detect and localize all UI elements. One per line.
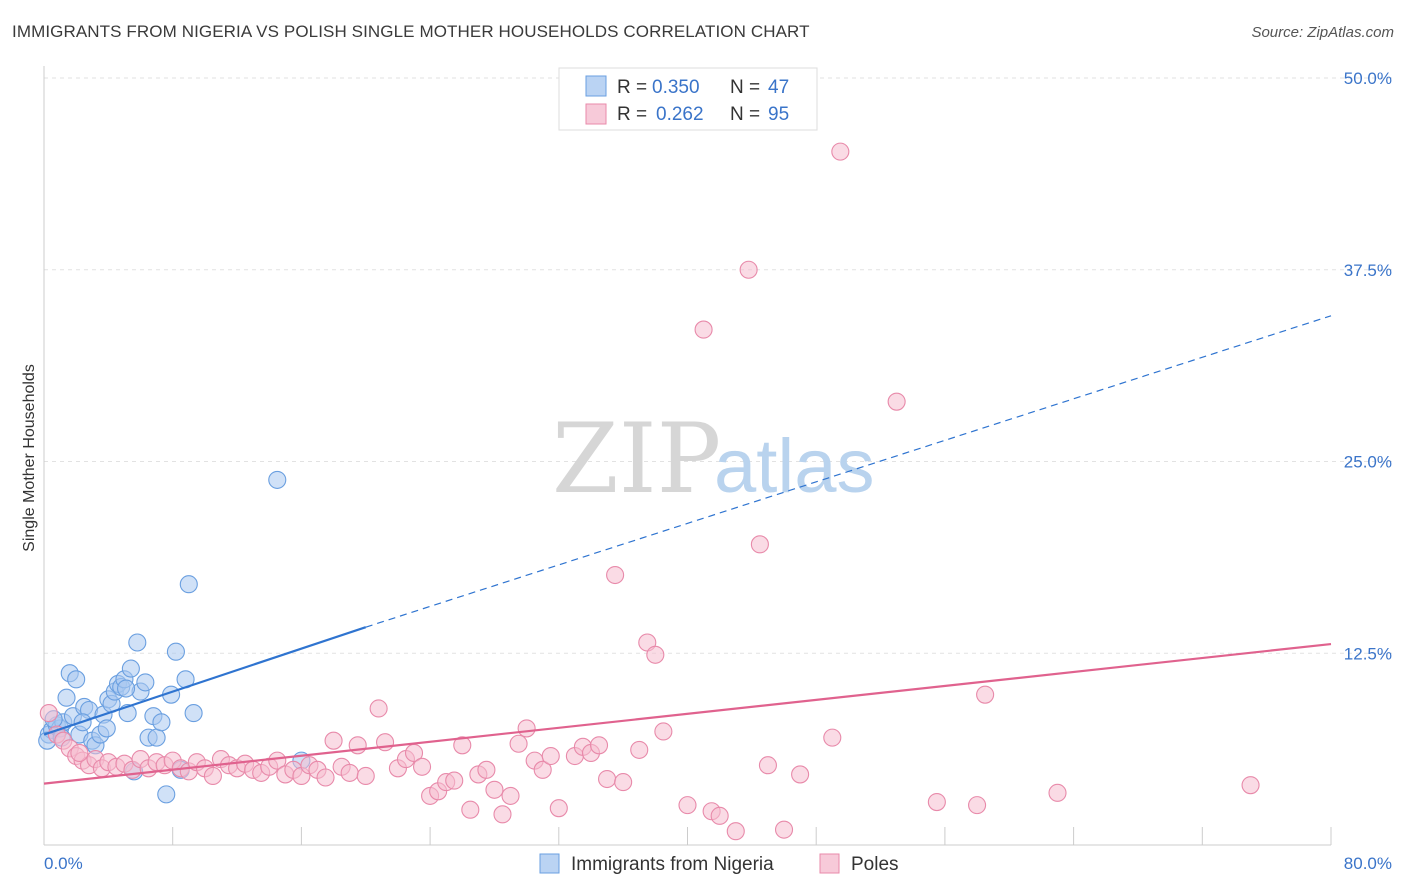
poles-trend-line — [43, 642, 1332, 785]
legend-r-label-1: R = — [617, 104, 647, 125]
poles-point-58 — [501, 786, 520, 805]
poles-point-60 — [517, 719, 536, 738]
bottom-legend-swatch-poles — [819, 853, 840, 874]
nigeria-point-27 — [136, 673, 155, 692]
poles-point-76 — [678, 796, 697, 815]
stats-legend: R = 0.350 N = 47 R = 0.262 N = 95 — [558, 67, 818, 131]
poles-point-80 — [726, 822, 745, 841]
poles-point-81 — [739, 260, 758, 279]
nigeria-point-37 — [179, 575, 198, 594]
nigeria-point-45 — [97, 719, 116, 738]
legend-n-value-0: 47 — [768, 77, 789, 98]
poles-point-72 — [630, 740, 649, 759]
legend-r-label-0: R = — [617, 77, 647, 98]
tick-labels: 12.5% 25.0% 37.5% 50.0% 0.0% 80.0% — [44, 69, 1392, 873]
poles-point-93 — [1241, 776, 1260, 795]
legend-r-value-0: 0.350 — [652, 77, 700, 98]
legend-swatch-poles — [585, 103, 607, 125]
poles-point-0 — [39, 704, 58, 723]
poles-point-84 — [774, 820, 794, 839]
nigeria-point-46 — [116, 679, 136, 698]
poles-point-52 — [453, 736, 472, 755]
trend-lines — [43, 315, 1332, 785]
x-tick-label-max: 80.0% — [1344, 854, 1392, 873]
poles-point-74 — [646, 645, 665, 664]
bottom-legend-swatch-nigeria — [539, 853, 560, 874]
poles-point-94 — [70, 743, 89, 763]
chart-title: IMMIGRANTS FROM NIGERIA VS POLISH SINGLE… — [12, 22, 810, 41]
legend-swatch-nigeria — [585, 75, 607, 97]
bottom-legend-label-nigeria: Immigrants from Nigeria — [571, 854, 774, 875]
nigeria-point-5 — [57, 688, 76, 707]
nigeria-point-30 — [147, 728, 166, 747]
poles-point-47 — [413, 757, 432, 776]
poles-point-90 — [968, 796, 987, 815]
poles-point-88 — [887, 392, 906, 411]
y-tick-label-0: 12.5% — [1344, 644, 1392, 663]
nigeria-point-39 — [268, 470, 287, 489]
poles-point-85 — [791, 765, 810, 784]
poles-point-36 — [316, 768, 335, 787]
nigeria-point-34 — [166, 642, 185, 661]
poles-point-41 — [356, 766, 375, 786]
poles-point-82 — [750, 535, 769, 554]
poles-point-62 — [533, 760, 552, 779]
poles-point-79 — [710, 806, 729, 825]
watermark-atlas: atlas — [714, 424, 875, 509]
nigeria-point-38 — [184, 704, 203, 723]
gridlines — [44, 77, 1392, 654]
poles-point-59 — [509, 734, 528, 753]
nigeria-point-25 — [128, 633, 147, 652]
poles-point-75 — [654, 722, 673, 741]
bottom-legend-label-poles: Poles — [851, 854, 899, 875]
poles-point-51 — [445, 771, 464, 790]
poles-point-86 — [823, 728, 842, 747]
poles-point-92 — [1048, 783, 1067, 802]
legend-n-value-1: 95 — [768, 104, 789, 125]
source-label: Source: ZipAtlas.com — [1251, 24, 1394, 41]
poles-point-71 — [614, 773, 633, 792]
poles-point-69 — [598, 769, 617, 789]
poles-point-56 — [485, 780, 504, 799]
poles-point-42 — [369, 699, 388, 718]
poles-point-70 — [606, 565, 625, 585]
poles-point-39 — [340, 763, 359, 782]
poles-point-63 — [541, 746, 560, 766]
nigeria-point-23 — [121, 659, 140, 678]
legend-r-value-1: 0.262 — [656, 104, 704, 125]
poles-point-87 — [831, 142, 850, 161]
scatter-points — [38, 142, 1260, 841]
watermark-zip: ZIP — [552, 403, 721, 515]
nigeria-point-8 — [67, 670, 86, 689]
y-tick-label-1: 25.0% — [1344, 453, 1392, 472]
x-tick-label-min: 0.0% — [44, 854, 83, 873]
poles-point-77 — [694, 320, 713, 339]
poles-point-91 — [976, 685, 995, 704]
nigeria-point-32 — [157, 785, 176, 804]
nigeria-point-31 — [152, 713, 171, 732]
y-tick-label-2: 37.5% — [1344, 261, 1392, 280]
legend-n-label-1: N = — [730, 104, 760, 125]
poles-point-55 — [477, 760, 496, 779]
poles-point-53 — [461, 800, 480, 819]
poles-point-68 — [589, 736, 609, 755]
poles-point-30 — [268, 751, 287, 770]
nigeria-trend-extension — [365, 315, 1332, 628]
poles-point-37 — [324, 731, 343, 750]
y-tick-label-3: 50.0% — [1344, 69, 1392, 88]
series-legend: Immigrants from Nigeria Poles — [539, 853, 899, 875]
legend-n-label-0: N = — [730, 77, 760, 98]
poles-point-64 — [549, 799, 568, 818]
poles-point-83 — [758, 756, 777, 775]
nigeria-trend-line — [43, 626, 367, 736]
y-axis-label: Single Mother Households — [21, 364, 38, 552]
poles-point-22 — [203, 766, 222, 786]
poles-point-89 — [927, 792, 946, 812]
poles-point-57 — [493, 805, 512, 824]
